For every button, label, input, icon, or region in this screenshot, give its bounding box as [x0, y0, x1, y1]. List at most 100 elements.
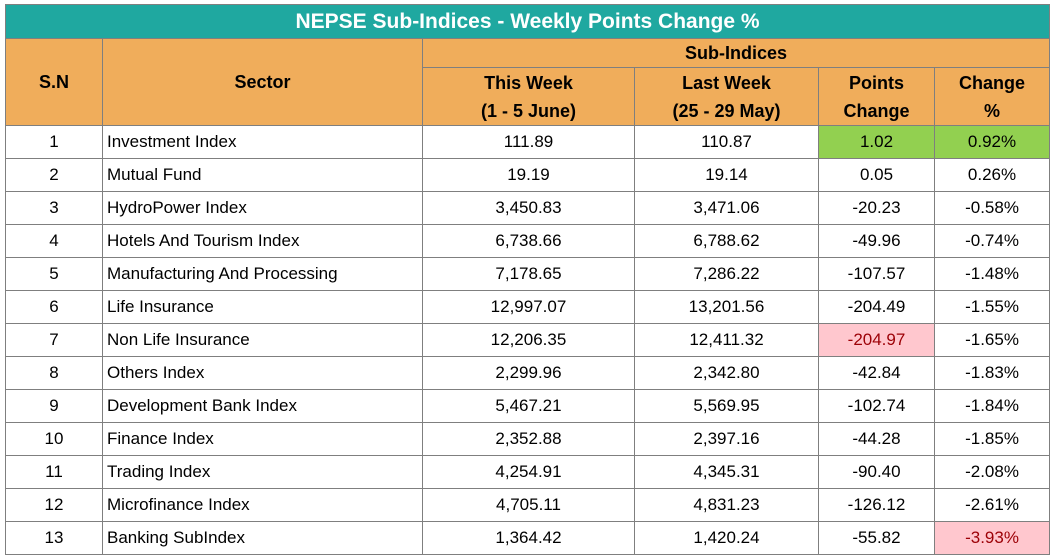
cell-change-pct: -1.55% [933, 290, 1051, 324]
table-row: 1 Investment Index 111.89 110.87 1.02 0.92% [5, 125, 1051, 159]
cell-change-pct: -0.74% [933, 224, 1051, 258]
header-points-change-line1: Points [848, 72, 904, 93]
cell-this-week: 3,450.83 [422, 191, 635, 225]
cell-change-pct: -0.58% [933, 191, 1051, 225]
cell-this-week: 2,299.96 [422, 356, 635, 390]
cell-sector: Non Life Insurance [102, 323, 423, 357]
cell-sn: 10 [5, 422, 103, 456]
header-sn: S.N [5, 38, 103, 126]
cell-last-week: 13,201.56 [634, 290, 819, 324]
cell-sector: Investment Index [102, 125, 423, 159]
cell-change-pct: -3.93% [933, 521, 1051, 555]
cell-last-week: 4,345.31 [634, 455, 819, 489]
cell-this-week: 6,738.66 [422, 224, 635, 258]
cell-change-pct: -1.48% [933, 257, 1051, 291]
cell-change-pct: -1.65% [933, 323, 1051, 357]
table-row: 11 Trading Index 4,254.91 4,345.31 -90.40 -2.… [5, 455, 1051, 489]
cell-change-pct: -1.85% [933, 422, 1051, 456]
cell-points-change: -49.96 [818, 224, 935, 258]
cell-sector: Trading Index [102, 455, 423, 489]
cell-points-change: 1.02 [818, 125, 935, 159]
cell-points-change: -204.49 [818, 290, 935, 324]
cell-last-week: 4,831.23 [634, 488, 819, 522]
cell-points-change: -44.28 [818, 422, 935, 456]
cell-last-week: 2,397.16 [634, 422, 819, 456]
cell-sn: 7 [5, 323, 103, 357]
cell-sn: 2 [5, 158, 103, 192]
table-row: 12 Microfinance Index 4,705.11 4,831.23 -126… [5, 488, 1051, 522]
table-row: 7 Non Life Insurance 12,206.35 12,411.32 -20… [5, 323, 1051, 357]
cell-sector: Hotels And Tourism Index [102, 224, 423, 258]
header-change-pct: Change % [933, 67, 1051, 126]
cell-this-week: 2,352.88 [422, 422, 635, 456]
table-body: 1 Investment Index 111.89 110.87 1.02 0.92% 2 M… [5, 125, 1051, 555]
cell-change-pct: 0.92% [933, 125, 1051, 159]
header-this-week-range: (1 - 5 June) [480, 100, 577, 121]
table-row: 8 Others Index 2,299.96 2,342.80 -42.84 -1.83… [5, 356, 1051, 390]
header-sub-indices: Sub-Indices [421, 38, 1051, 68]
table-row: 13 Banking SubIndex 1,364.42 1,420.24 -55.82… [5, 521, 1051, 555]
cell-sector: Banking SubIndex [102, 521, 423, 555]
cell-sn: 1 [5, 125, 103, 159]
header-last-week-range: (25 - 29 May) [672, 100, 781, 121]
cell-sector: HydroPower Index [102, 191, 423, 225]
cell-points-change: 0.05 [818, 158, 935, 192]
cell-this-week: 4,705.11 [422, 488, 635, 522]
cell-sector: Others Index [102, 356, 423, 390]
cell-last-week: 3,471.06 [634, 191, 819, 225]
cell-sn: 12 [5, 488, 103, 522]
table-title: NEPSE Sub-Indices - Weekly Points Change… [4, 4, 1051, 39]
cell-sector: Finance Index [102, 422, 423, 456]
cell-last-week: 2,342.80 [634, 356, 819, 390]
table-row: 10 Finance Index 2,352.88 2,397.16 -44.28 -1.… [5, 422, 1051, 456]
table-row: 5 Manufacturing And Processing 7,178.65 7,2… [5, 257, 1051, 291]
cell-points-change: -20.23 [818, 191, 935, 225]
cell-change-pct: -1.83% [933, 356, 1051, 390]
cell-points-change: -102.74 [818, 389, 935, 423]
cell-points-change: -90.40 [818, 455, 935, 489]
cell-sn: 13 [5, 521, 103, 555]
cell-points-change: -204.97 [818, 323, 935, 357]
cell-this-week: 12,206.35 [422, 323, 635, 357]
cell-sector: Mutual Fund [102, 158, 423, 192]
cell-sn: 5 [5, 257, 103, 291]
cell-sn: 9 [5, 389, 103, 423]
cell-this-week: 111.89 [422, 125, 635, 159]
cell-this-week: 7,178.65 [422, 257, 635, 291]
cell-this-week: 1,364.42 [422, 521, 635, 555]
cell-last-week: 6,788.62 [634, 224, 819, 258]
table-row: 6 Life Insurance 12,997.07 13,201.56 -204.49… [5, 290, 1051, 324]
cell-last-week: 7,286.22 [634, 257, 819, 291]
sub-indices-sheet: NEPSE Sub-Indices - Weekly Points Change… [4, 4, 1051, 555]
sub-indices-table: NEPSE Sub-Indices - Weekly Points Change… [4, 4, 1051, 555]
table-row: 9 Development Bank Index 5,467.21 5,569.95-… [5, 389, 1051, 423]
header-this-week-label: This Week [484, 72, 573, 93]
header-last-week-label: Last Week [682, 72, 771, 93]
cell-sn: 11 [5, 455, 103, 489]
cell-points-change: -126.12 [818, 488, 935, 522]
cell-change-pct: -1.84% [933, 389, 1051, 423]
header-change-pct-line2: % [984, 100, 1001, 121]
table-row: 2 Mutual Fund 19.19 19.14 0.05 0.26% [5, 158, 1051, 192]
cell-change-pct: 0.26% [933, 158, 1051, 192]
cell-sn: 3 [5, 191, 103, 225]
cell-sn: 6 [5, 290, 103, 324]
cell-last-week: 110.87 [634, 125, 819, 159]
cell-last-week: 5,569.95 [634, 389, 819, 423]
cell-last-week: 1,420.24 [634, 521, 819, 555]
table-row: 3 HydroPower Index 3,450.83 3,471.06 -20.23-… [5, 191, 1051, 225]
cell-last-week: 12,411.32 [634, 323, 819, 357]
header-last-week: Last Week (25 - 29 May) [634, 67, 819, 126]
cell-sector: Microfinance Index [102, 488, 423, 522]
table-row: 4 Hotels And Tourism Index 6,738.66 6,788.6… [5, 224, 1051, 258]
cell-sector: Manufacturing And Processing [102, 257, 423, 291]
cell-sn: 8 [5, 356, 103, 390]
cell-sector: Life Insurance [102, 290, 423, 324]
header-this-week: This Week (1 - 5 June) [422, 67, 635, 126]
cell-change-pct: -2.61% [933, 488, 1051, 522]
cell-change-pct: -2.08% [933, 455, 1051, 489]
cell-this-week: 4,254.91 [422, 455, 635, 489]
cell-last-week: 19.14 [634, 158, 819, 192]
cell-points-change: -42.84 [818, 356, 935, 390]
header-points-change-line2: Change [843, 100, 910, 121]
